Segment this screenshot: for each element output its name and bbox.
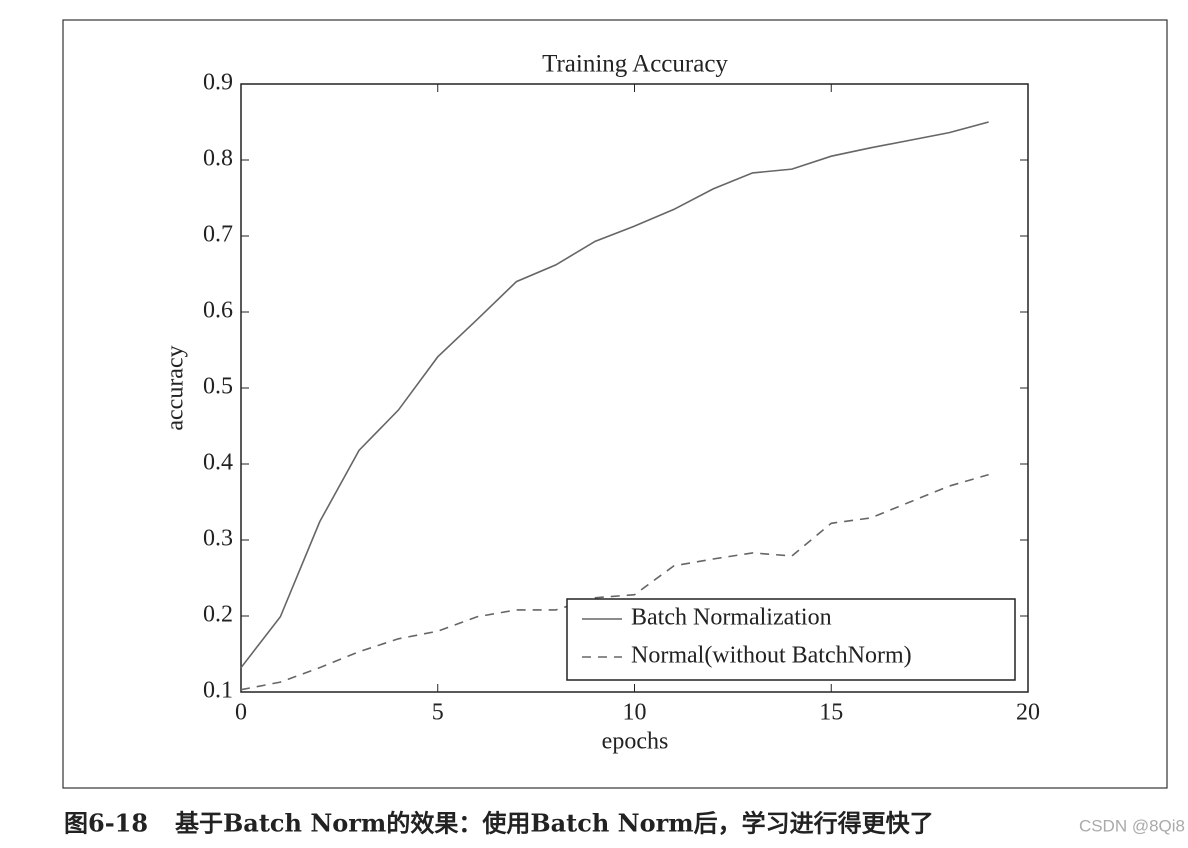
- series-line: [240, 121, 989, 669]
- y-tick-label: 0.6: [203, 298, 233, 324]
- x-axis-label: epochs: [602, 729, 669, 755]
- x-tick-label: 20: [1016, 700, 1040, 726]
- watermark: CSDN @8Qi8: [1079, 816, 1185, 835]
- chart-title: Training Accuracy: [542, 51, 728, 78]
- series-line: [240, 473, 989, 691]
- legend-label: Normal(without BatchNorm): [631, 643, 912, 669]
- legend-label: Batch Normalization: [631, 605, 832, 631]
- x-tick-label: 5: [432, 700, 444, 726]
- x-tick-label: 15: [819, 700, 843, 726]
- y-tick-label: 0.4: [203, 450, 233, 476]
- y-tick-label: 0.5: [203, 374, 233, 400]
- caption-label: 图6-18: [64, 809, 148, 838]
- figure-frame: [62, 19, 1168, 789]
- caption-text: 基于Batch Norm的效果：使用Batch Norm后，学习进行得更快了: [175, 809, 934, 838]
- y-tick-label: 0.1: [203, 678, 233, 704]
- x-tick-label: 10: [623, 700, 647, 726]
- y-tick-label: 0.8: [203, 146, 233, 172]
- y-tick-label: 0.2: [203, 602, 233, 628]
- x-tick-label: 0: [235, 700, 247, 726]
- y-tick-label: 0.9: [203, 70, 233, 96]
- y-tick-label: 0.7: [203, 222, 233, 248]
- legend-box: [566, 598, 1016, 681]
- y-tick-label: 0.3: [203, 526, 233, 552]
- y-axis-label: accuracy: [163, 345, 189, 430]
